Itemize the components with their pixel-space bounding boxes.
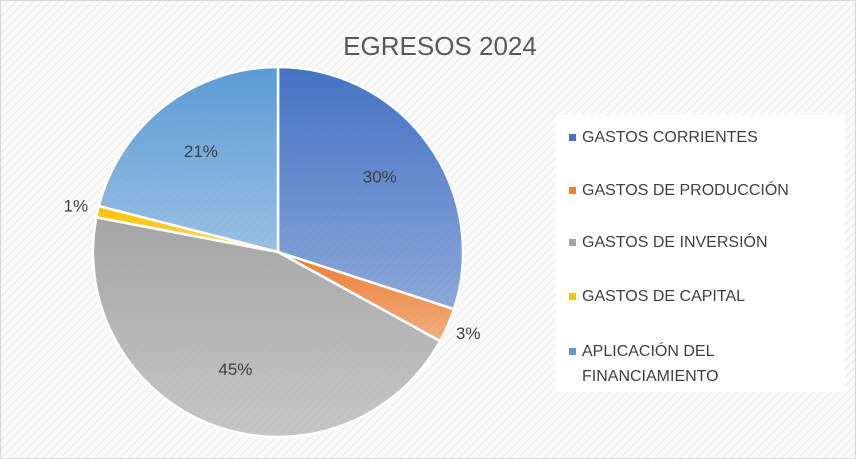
data-label: 1% — [64, 196, 89, 215]
legend: GASTOS CORRIENTES GASTOS DE PRODUCCIÓN GAS… — [556, 115, 845, 392]
data-label: 3% — [456, 324, 481, 343]
legend-label: GASTOS DE INVERSIÓN — [582, 234, 768, 251]
legend-label: GASTOS DE CAPITAL — [582, 288, 746, 305]
chart-title: EGRESOS 2024 — [343, 31, 537, 61]
data-label: 45% — [218, 360, 252, 379]
pie-slice — [97, 65, 280, 254]
legend-label: GASTOS CORRIENTES — [582, 129, 758, 146]
legend-item: GASTOS DE INVERSIÓN — [569, 230, 822, 255]
pie-slice — [276, 65, 465, 311]
data-label: 21% — [184, 142, 218, 161]
legend-swatch — [569, 239, 576, 246]
data-label: 30% — [363, 168, 397, 187]
legend-swatch — [569, 134, 576, 141]
legend-swatch — [569, 293, 576, 300]
legend-swatch — [569, 348, 576, 355]
legend-item: GASTOS DE CAPITAL — [569, 284, 822, 309]
legend-item: APLICACIÓN DEL FINANCIAMIENTO — [569, 339, 822, 389]
legend-item: GASTOS DE PRODUCCIÓN — [569, 178, 822, 203]
pie-slice — [91, 215, 442, 439]
legend-label: APLICACIÓN DEL FINANCIAMIENTO — [582, 343, 719, 385]
legend-label: GASTOS DE PRODUCCIÓN — [582, 182, 789, 199]
legend-swatch — [569, 187, 576, 194]
legend-item: GASTOS CORRIENTES — [569, 125, 822, 150]
